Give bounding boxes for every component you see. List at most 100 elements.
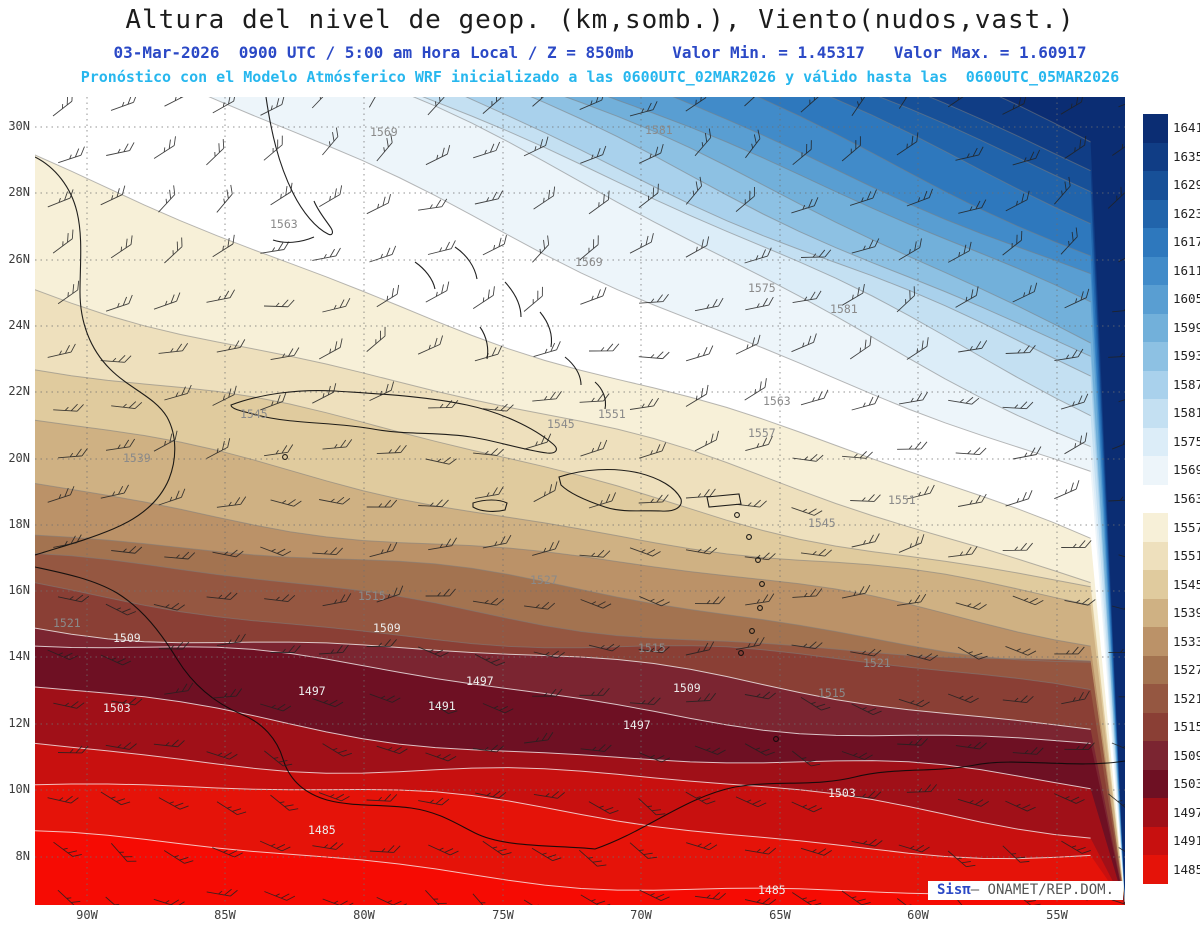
colorbar-label: 1533 [1173, 633, 1200, 649]
colorbar-cell [1143, 541, 1168, 571]
watermark: Sisπ– ONAMET/REP.DOM. [927, 881, 1123, 900]
colorbar-label: 1497 [1173, 804, 1200, 820]
lon-label: 65W [769, 908, 791, 922]
colorbar-label: 1605 [1173, 291, 1200, 307]
lat-label: 18N [8, 517, 30, 531]
contour-labels: 1569 1581 1563 1569 1575 1581 1545 1539 1545 1551… [53, 123, 916, 897]
contour-label: 1497 [623, 718, 651, 732]
field-band-1479 [35, 830, 1125, 905]
lon-label: 80W [353, 908, 375, 922]
colorbar-label: 1503 [1173, 776, 1200, 792]
contour-label: 1545 [808, 516, 836, 530]
contour-line [35, 154, 1091, 539]
lat-label: 30N [8, 119, 30, 133]
contour-label: 1509 [113, 631, 141, 645]
contour-line [35, 534, 1091, 663]
coastlines [35, 97, 1125, 850]
colorbar-label: 1593 [1173, 348, 1200, 364]
contour-line [208, 97, 1091, 472]
contour-line [35, 742, 1091, 839]
colorbar-label: 1617 [1173, 234, 1200, 250]
lon-label: 70W [630, 908, 652, 922]
contour-label: 1551 [598, 407, 626, 421]
contour-label: 1551 [888, 493, 916, 507]
colorbar-cell [1143, 769, 1168, 799]
contour-line [35, 553, 1091, 662]
colorbar-cell [1143, 142, 1168, 172]
lat-label: 22N [8, 384, 30, 398]
colorbar-label: 1491 [1173, 833, 1200, 849]
lon-label: 75W [492, 908, 514, 922]
lon-label: 90W [76, 908, 98, 922]
colorbar-label: 1629 [1173, 177, 1200, 193]
contour-label: 1485 [308, 823, 336, 837]
colorbar-label: 1551 [1173, 548, 1200, 564]
contour-label: 1521 [863, 656, 891, 670]
contour-line [829, 97, 1091, 225]
colorbar-label: 1581 [1173, 405, 1200, 421]
lat-label: 26N [8, 252, 30, 266]
colorbar-label: 1563 [1173, 491, 1200, 506]
contour-line [35, 645, 1091, 744]
contour-label: 1581 [645, 123, 673, 137]
colorbar-cell [1143, 114, 1168, 144]
contour-line [422, 97, 1091, 417]
contour-line [35, 582, 1091, 691]
lat-label: 14N [8, 649, 30, 663]
colorbar-label: 1611 [1173, 262, 1200, 278]
colorbar-cell [1143, 826, 1168, 856]
colorbar-label: 1641 [1173, 120, 1200, 136]
contour-line [35, 830, 1091, 895]
wind-barbs [47, 97, 1125, 905]
colorbar-cell [1143, 855, 1168, 885]
contour-line [672, 97, 1091, 275]
contour-label: 1503 [828, 786, 856, 800]
colorbar-cell [1143, 427, 1168, 457]
lon-label: 85W [214, 908, 236, 922]
contour-label: 1497 [466, 674, 494, 688]
contour-line [35, 686, 1091, 790]
colorbar-label: 1557 [1173, 519, 1200, 535]
contour-label: 1569 [370, 125, 398, 139]
colorbar-cell [1143, 256, 1168, 286]
colorbar-label: 1599 [1173, 319, 1200, 335]
colorbar-label: 1521 [1173, 690, 1200, 706]
colorbar-label: 1509 [1173, 747, 1200, 763]
colorbar-cell [1143, 285, 1168, 315]
contour-label: 1539 [123, 451, 151, 465]
contour-label: 1485 [758, 883, 786, 897]
colorbar-cell [1143, 484, 1168, 514]
colorbar-label: 1587 [1173, 376, 1200, 392]
contour-line [530, 97, 1091, 357]
colorbar-cell [1143, 370, 1168, 400]
contour-label: 1545 [547, 417, 575, 431]
contour-label: 1515 [638, 641, 666, 655]
colorbar-label: 1527 [1173, 662, 1200, 678]
colorbar-cell [1143, 627, 1168, 657]
colorbar-label: 1569 [1173, 462, 1200, 478]
contour-label: 1521 [53, 616, 81, 630]
colorbar-cell [1143, 598, 1168, 628]
contour-label: 1509 [673, 681, 701, 695]
lon-label: 60W [907, 908, 929, 922]
colorbar-cell [1143, 313, 1168, 343]
contour-line [35, 369, 1091, 588]
colorbar-cell [1143, 171, 1168, 201]
contour-label: 1581 [830, 302, 858, 316]
colorbar-cell [1143, 798, 1168, 828]
contour-line [564, 97, 1091, 344]
colorbar-cell [1143, 741, 1168, 771]
colorbar-label: 1575 [1173, 433, 1200, 449]
colorbar-cell [1143, 228, 1168, 258]
valid-time-line: 03-Mar-2026 0900 UTC / 5:00 am Hora Loca… [113, 43, 1087, 62]
contour-line [35, 289, 1091, 584]
contour-line [412, 97, 1091, 448]
contour-line [35, 627, 1091, 730]
contour-label: 1515 [818, 686, 846, 700]
contour-label: 1563 [763, 394, 791, 408]
lat-label: 28N [8, 185, 30, 199]
contour-label: 1557 [748, 426, 776, 440]
lon-label: 55W [1046, 908, 1068, 922]
contour-label: 1569 [575, 255, 603, 269]
